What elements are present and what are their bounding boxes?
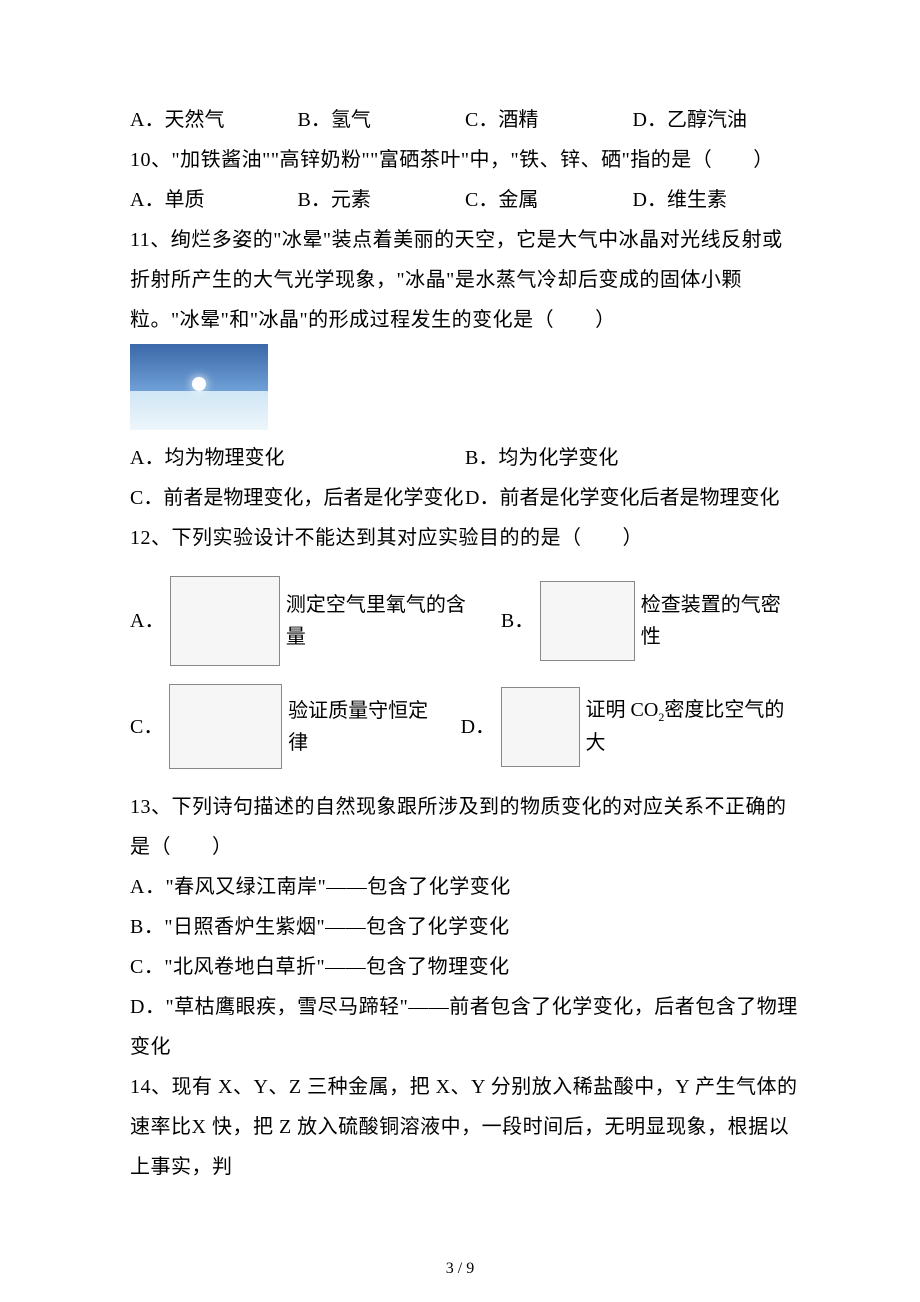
q10-option-c: C．金属 [465,180,633,220]
q11-option-d: D．前者是化学变化后者是物理变化 [465,478,800,518]
q12-d-label: D． [461,711,495,743]
prev-option-a: A．天然气 [130,100,298,140]
q13-option-d: D．"草枯鹰眼疾，雪尽马蹄轻"——前者包含了化学变化，后者包含了物理变化 [130,987,800,1067]
q11-option-c: C．前者是物理变化，后者是化学变化 [130,478,465,518]
q12-d-image [501,687,579,767]
q12-row-ab: A． 测定空气里氧气的含量 B． 检查装置的气密性 [130,576,800,666]
q13-option-b: B．"日照香炉生紫烟"——包含了化学变化 [130,907,800,947]
q13-option-c: C．"北风卷地白草折"——包含了物理变化 [130,947,800,987]
q12-a-image [170,576,279,666]
q13-option-a: A．"春风又绿江南岸"——包含了化学变化 [130,867,800,907]
q12-c-image [169,684,282,769]
q12-d-text: 证明 CO2密度比空气的大 [586,694,800,759]
q12-row-cd: C． 验证质量守恒定律 D． 证明 CO2密度比空气的大 [130,684,800,769]
prev-option-c: C．酒精 [465,100,633,140]
q13-stem: 13、下列诗句描述的自然现象跟所涉及到的物质变化的对应关系不正确的是（ ） [130,787,800,867]
q11-image [130,344,268,430]
q10-option-b: B．元素 [298,180,466,220]
q10-stem: 10、"加铁酱油""高锌奶粉""富硒茶叶"中，"铁、锌、硒"指的是（ ） [130,140,800,180]
q12-c-text: 验证质量守恒定律 [288,695,445,759]
q12-stem: 12、下列实验设计不能达到其对应实验目的的是（ ） [130,518,800,558]
q12-b-text: 检查装置的气密性 [641,589,800,653]
prev-option-b: B．氢气 [298,100,466,140]
q12-c-label: C． [130,711,163,743]
q11-option-b: B．均为化学变化 [465,438,800,478]
q12-d-text-prefix: 证明 CO [586,699,659,721]
q12-a-text: 测定空气里氧气的含量 [286,589,485,653]
q11-options-row2: C．前者是物理变化，后者是化学变化 D．前者是化学变化后者是物理变化 [130,478,800,518]
q11-option-a: A．均为物理变化 [130,438,465,478]
q12-a-label: A． [130,605,164,637]
document-page: A．天然气 B．氢气 C．酒精 D．乙醇汽油 10、"加铁酱油""高锌奶粉""富… [0,0,920,1302]
prev-option-d: D．乙醇汽油 [633,100,801,140]
q10-option-a: A．单质 [130,180,298,220]
q11-options-row1: A．均为物理变化 B．均为化学变化 [130,438,800,478]
page-number: 3 / 9 [0,1260,920,1278]
q11-stem: 11、绚烂多姿的"冰晕"装点着美丽的天空，它是大气中冰晶对光线反射或折射所产生的… [130,220,800,340]
q10-option-d: D．维生素 [633,180,801,220]
prev-question-options: A．天然气 B．氢气 C．酒精 D．乙醇汽油 [130,100,800,140]
q10-options: A．单质 B．元素 C．金属 D．维生素 [130,180,800,220]
q12-b-image [540,581,635,661]
q12-b-label: B． [501,605,534,637]
q14-stem: 14、现有 X、Y、Z 三种金属，把 X、Y 分别放入稀盐酸中，Y 产生气体的速… [130,1067,800,1187]
